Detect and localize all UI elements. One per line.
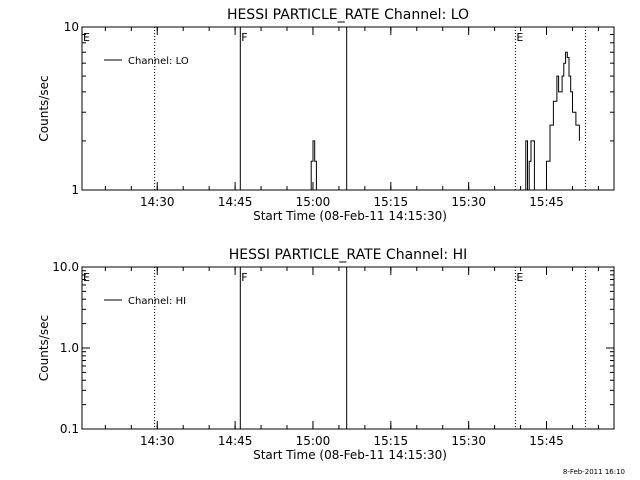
flag-label: E xyxy=(516,271,523,284)
y-tick-label: 0.1 xyxy=(60,422,79,436)
flag-label: E xyxy=(83,31,90,44)
x-tick-label: 15:45 xyxy=(529,434,564,448)
x-tick-label: 15:45 xyxy=(529,195,564,209)
y-axis-label: Counts/sec xyxy=(37,315,51,381)
y-tick-label: 1.0 xyxy=(60,341,79,355)
legend-entry: Channel: HI xyxy=(128,296,186,307)
chart-title: HESSI PARTICLE_RATE Channel: LO xyxy=(227,7,469,23)
chart-title: HESSI PARTICLE_RATE Channel: HI xyxy=(229,247,467,263)
flag-label: E xyxy=(516,31,523,44)
x-tick-label: 15:30 xyxy=(451,195,486,209)
series-line-lo xyxy=(309,51,580,191)
x-tick-label: 15:30 xyxy=(451,434,486,448)
x-tick-label: 15:15 xyxy=(374,434,409,448)
flag-label: E xyxy=(83,271,90,284)
x-tick-label: 15:00 xyxy=(296,434,331,448)
x-tick-label: 15:15 xyxy=(374,195,409,209)
x-tick-label: 14:45 xyxy=(218,195,253,209)
legend-entry: Channel: LO xyxy=(128,56,189,67)
y-axis-label: Counts/sec xyxy=(37,75,51,141)
x-tick-label: 14:45 xyxy=(218,434,253,448)
y-tick-label: 10.0 xyxy=(52,260,79,274)
y-tick-label: 1 xyxy=(71,183,79,197)
flag-label: F xyxy=(241,31,247,44)
x-axis-label: Start Time (08-Feb-11 14:15:30) xyxy=(253,209,447,223)
x-tick-label: 15:00 xyxy=(296,195,331,209)
x-tick-label: 14:30 xyxy=(140,434,175,448)
y-tick-label: 10 xyxy=(64,20,79,34)
plot-frame xyxy=(81,266,615,430)
x-axis-label: Start Time (08-Feb-11 14:15:30) xyxy=(253,448,447,462)
flag-label: F xyxy=(241,271,247,284)
x-tick-label: 14:30 xyxy=(140,195,175,209)
footer-timestamp: 8-Feb-2011 16:10 xyxy=(563,468,625,476)
